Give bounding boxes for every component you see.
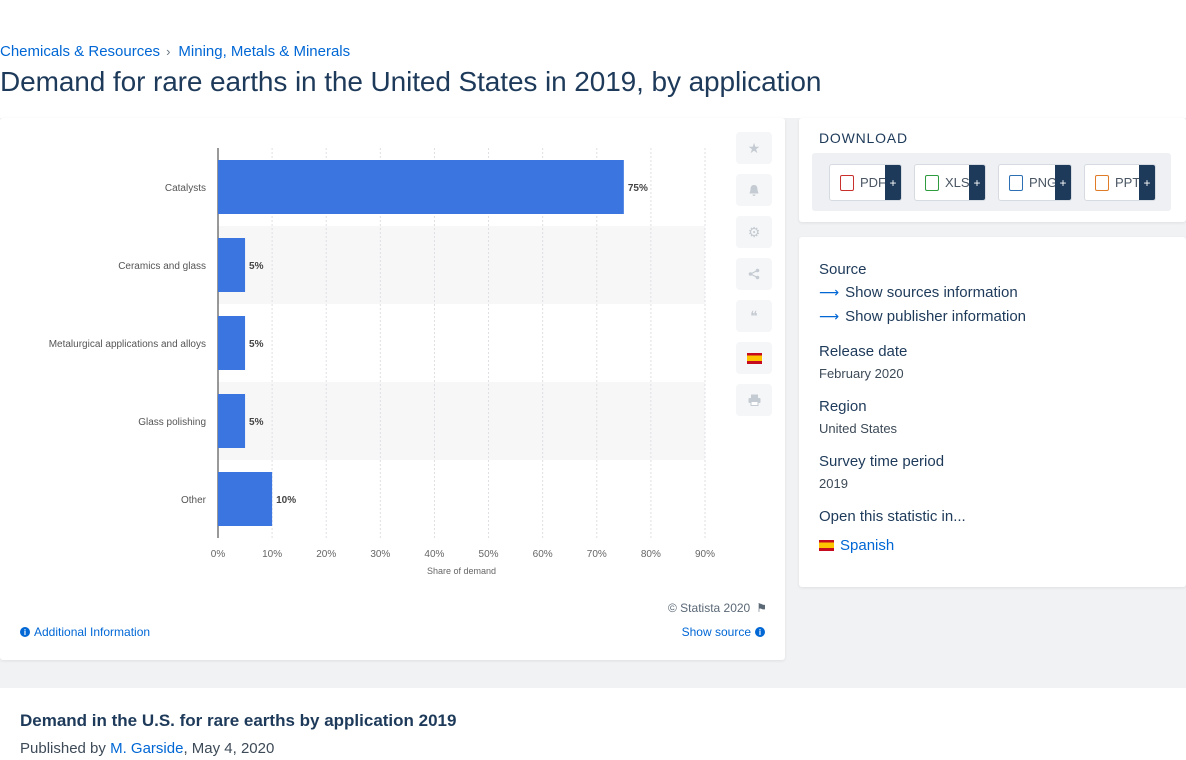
plus-icon[interactable]: + (1139, 165, 1155, 200)
show-publisher-link[interactable]: ⟶ Show publisher information (819, 308, 1026, 325)
survey-period-label: Survey time period (819, 453, 945, 470)
spanish-flag-icon[interactable] (736, 342, 772, 374)
plus-icon[interactable]: + (969, 165, 985, 200)
x-tick-label: 50% (479, 549, 499, 560)
source-label: Source (819, 261, 867, 278)
flag-icon[interactable]: ⚑ (756, 601, 767, 615)
arrow-right-icon: ⟶ (819, 284, 840, 300)
category-label: Glass polishing (138, 417, 206, 428)
x-tick-label: 70% (587, 549, 607, 560)
data-label: 5% (249, 417, 264, 428)
region-value: United States (819, 421, 898, 436)
gear-icon[interactable]: ⚙ (736, 216, 772, 248)
language-spanish-link[interactable]: Spanish (819, 537, 894, 554)
x-tick-label: 40% (424, 549, 444, 560)
category-label: Ceramics and glass (118, 261, 206, 272)
ppt-file-icon (1095, 174, 1109, 191)
header-area (0, 0, 1186, 118)
row-band (218, 226, 705, 304)
x-tick-label: 90% (695, 549, 715, 560)
published-date: , May 4, 2020 (183, 740, 275, 757)
breadcrumb-item-chemicals[interactable]: Chemicals & Resources (0, 43, 161, 60)
data-label: 5% (249, 261, 264, 272)
x-tick-label: 80% (641, 549, 661, 560)
published-prefix: Published by (20, 740, 106, 757)
category-label: Metalurgical applications and alloys (49, 339, 206, 350)
published-line: Published by M. Garside, May 4, 2020 (20, 740, 274, 757)
info-icon: i (755, 627, 765, 637)
star-icon[interactable]: ★ (736, 132, 772, 164)
survey-period-value: 2019 (819, 476, 848, 491)
chart-toolbar: ★ ⚙ ❝ (736, 132, 772, 426)
x-tick-label: 30% (370, 549, 390, 560)
category-label: Catalysts (165, 183, 206, 194)
png-file-icon (1009, 174, 1023, 191)
x-tick-label: 60% (533, 549, 553, 560)
x-axis-label: Share of demand (427, 566, 496, 576)
spanish-flag-icon (819, 540, 834, 551)
download-png-label: PNG (1029, 175, 1058, 190)
statistic-summary: Demand in the U.S. for rare earths by ap… (0, 688, 1186, 760)
download-ppt-label: PPT (1115, 175, 1141, 190)
x-tick-label: 20% (316, 549, 336, 560)
download-title: DOWNLOAD (819, 130, 908, 146)
quote-icon[interactable]: ❝ (736, 300, 772, 332)
show-sources-label: Show sources information (845, 284, 1018, 301)
bar (218, 238, 246, 292)
additional-information-label: Additional Information (34, 625, 151, 639)
release-date-label: Release date (819, 343, 908, 360)
x-tick-label: 0% (211, 549, 226, 560)
release-date-value: February 2020 (819, 366, 904, 381)
download-xls-button[interactable]: XLS + (914, 164, 986, 201)
copyright: © Statista 2020 ⚑ (668, 601, 767, 615)
arrow-right-icon: ⟶ (819, 308, 840, 324)
bar (218, 394, 246, 448)
chart-card: 0% 10% 20% 30% 40% 50% 60% 70% 80% 90% Catalysts 75… (0, 118, 785, 660)
plus-icon[interactable]: + (885, 165, 901, 200)
info-icon: i (20, 627, 30, 637)
download-xls-label: XLS (945, 175, 970, 190)
download-pdf-label: PDF (860, 175, 886, 190)
show-source-label: Show source (681, 625, 751, 639)
additional-information-link[interactable]: i Additional Information (20, 625, 150, 639)
category-label: Other (181, 495, 207, 506)
region-label: Region (819, 398, 867, 415)
breadcrumb: Chemicals & Resources › Mining, Metals &… (0, 43, 350, 60)
open-statistic-label: Open this statistic in... (819, 508, 966, 525)
bar (218, 472, 273, 526)
download-ppt-button[interactable]: PPT + (1084, 164, 1156, 201)
chevron-right-icon: › (166, 44, 171, 59)
data-label: 5% (249, 339, 264, 350)
row-band (218, 382, 705, 460)
bar (218, 316, 246, 370)
show-publisher-label: Show publisher information (845, 308, 1027, 325)
statistic-title: Demand in the U.S. for rare earths by ap… (20, 711, 457, 730)
copyright-text: © Statista 2020 (668, 601, 751, 615)
print-icon[interactable] (736, 384, 772, 416)
download-pdf-button[interactable]: PDF + (829, 164, 902, 201)
statistic-details: Source ⟶ Show sources information ⟶ Show… (799, 237, 1186, 587)
breadcrumb-item-mining[interactable]: Mining, Metals & Minerals (178, 43, 351, 60)
download-card: DOWNLOAD PDF + XLS + PNG + PPT + (799, 118, 1186, 222)
language-label: Spanish (840, 537, 895, 554)
page-title: Demand for rare earths in the United Sta… (0, 66, 822, 97)
pdf-file-icon (840, 174, 854, 191)
bell-icon[interactable] (736, 174, 772, 206)
show-source-link[interactable]: Show source i (682, 625, 765, 639)
data-label: 75% (628, 183, 648, 194)
data-label: 10% (276, 495, 296, 506)
download-png-button[interactable]: PNG + (998, 164, 1072, 201)
show-sources-link[interactable]: ⟶ Show sources information (819, 284, 1018, 301)
share-icon[interactable] (736, 258, 772, 290)
bar (218, 160, 624, 214)
xls-file-icon (925, 174, 939, 191)
bar-chart: 0% 10% 20% 30% 40% 50% 60% 70% 80% 90% Catalysts 75… (49, 148, 715, 576)
x-tick-label: 10% (262, 549, 282, 560)
author-link[interactable]: M. Garside (110, 740, 184, 757)
plus-icon[interactable]: + (1055, 165, 1071, 200)
download-buttons: PDF + XLS + PNG + PPT + (812, 153, 1171, 211)
